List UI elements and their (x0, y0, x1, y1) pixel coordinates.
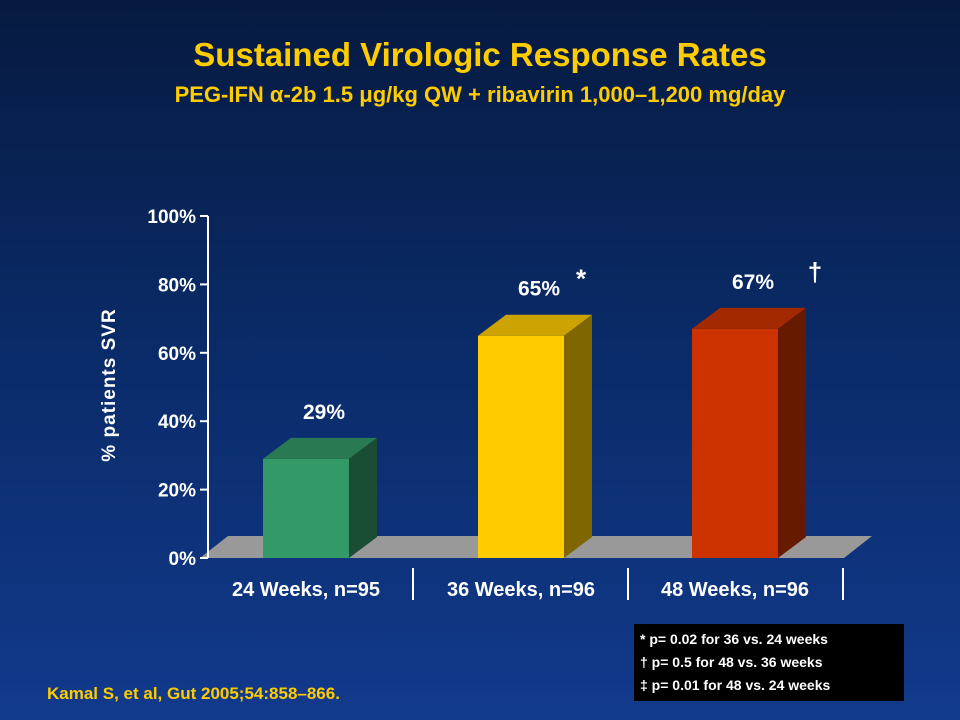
y-axis-title: % patients SVR (99, 308, 120, 461)
x-category-label: 24 Weeks, n=95 (232, 579, 380, 601)
y-tick-label: 100% (147, 207, 196, 228)
x-category-label: 48 Weeks, n=96 (661, 579, 809, 601)
y-tick-label: 80% (158, 275, 196, 296)
bar-side (778, 307, 806, 558)
y-tick-label: 20% (158, 481, 196, 502)
y-tick-label: 60% (158, 344, 196, 365)
chart-title: Sustained Virologic Response Rates (193, 36, 767, 73)
footnote-48-vs-24: ‡ p= 0.01 for 48 vs. 24 weeks (640, 677, 831, 693)
footnotes-box: * p= 0.02 for 36 vs. 24 weeks † p= 0.5 f… (634, 624, 904, 701)
bar-top (263, 437, 377, 459)
bar-value-label: 67% (732, 271, 774, 294)
citation: Kamal S, et al, Gut 2005;54:858–866. (47, 684, 340, 703)
bar-front (692, 328, 778, 558)
footnote-48-vs-36: † p= 0.5 for 48 vs. 36 weeks (640, 654, 823, 670)
bar-front (478, 335, 564, 558)
bar-top (478, 314, 592, 336)
significance-marker: * (576, 264, 587, 294)
y-tick-label: 0% (169, 549, 197, 570)
chart-subtitle: PEG-IFN α-2b 1.5 μg/kg QW + ribavirin 1,… (174, 82, 786, 107)
bar-value-label: 29% (303, 401, 345, 424)
bar-top (692, 307, 806, 329)
significance-marker: † (808, 257, 822, 287)
x-category-label: 36 Weeks, n=96 (447, 579, 595, 601)
bar-value-label: 65% (518, 278, 560, 301)
bar-side (564, 314, 592, 558)
bar-front (263, 458, 349, 558)
footnote-36-vs-24: * p= 0.02 for 36 vs. 24 weeks (640, 631, 828, 647)
y-tick-label: 40% (158, 412, 196, 433)
bar-side (349, 437, 377, 558)
